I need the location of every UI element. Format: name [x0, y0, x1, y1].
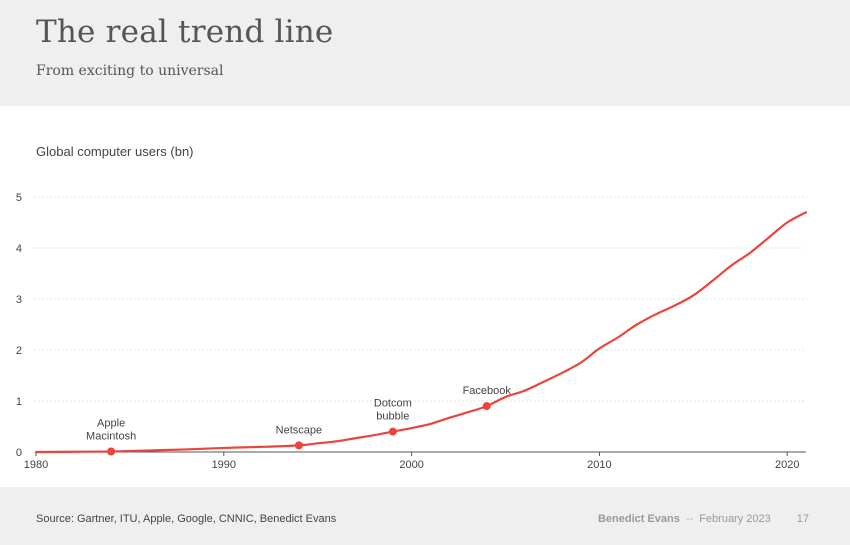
chart-title: Global computer users (bn)	[36, 144, 194, 159]
event-label: Apple	[97, 417, 125, 429]
event-marker	[294, 441, 303, 450]
author-name: Benedict Evans	[597, 513, 680, 525]
event-marker	[107, 447, 116, 456]
footer-separator: --	[685, 513, 694, 525]
y-tick-label: 5	[16, 192, 22, 204]
x-tick-label: 2020	[775, 459, 799, 471]
event-label: Netscape	[276, 424, 322, 436]
y-tick-label: 0	[16, 447, 22, 459]
y-tick-label: 2	[16, 345, 22, 357]
x-axis: 1980 1990 2000 2010 2020	[24, 451, 806, 471]
header-band: The real trend line From exciting to uni…	[0, 0, 850, 106]
y-tick-label: 3	[16, 294, 22, 306]
y-tick-label: 1	[16, 396, 22, 408]
footer-band: Source: Gartner, ITU, Apple, Google, CNN…	[0, 487, 850, 545]
y-tick-label: 4	[16, 243, 22, 255]
event-marker	[388, 427, 397, 436]
page-subtitle: From exciting to universal	[36, 63, 224, 79]
y-axis-tick-labels: 0 1 2 3 4 5	[16, 192, 22, 459]
event-label: Dotcom	[374, 398, 412, 410]
x-tick-label: 1990	[212, 459, 236, 471]
source-note: Source: Gartner, ITU, Apple, Google, CNN…	[36, 513, 337, 525]
event-marker	[482, 402, 491, 411]
footer-credit: Benedict Evans -- February 2023 17	[598, 513, 809, 525]
event-label: Macintosh	[86, 430, 136, 442]
line-chart: 1980 1990 2000 2010 2020 0 1 2 3 4 5 AppleMacinto…	[16, 192, 808, 471]
x-tick-label: 2010	[587, 459, 611, 471]
event-label: bubble	[376, 411, 409, 423]
event-label: Facebook	[463, 385, 512, 397]
footer-date: February 2023	[699, 513, 771, 525]
page-number: 17	[796, 513, 809, 525]
page-title: The real trend line	[36, 14, 334, 50]
x-tick-label: 1980	[24, 459, 48, 471]
chart-gridlines	[34, 196, 806, 402]
x-tick-label: 2000	[399, 459, 423, 471]
